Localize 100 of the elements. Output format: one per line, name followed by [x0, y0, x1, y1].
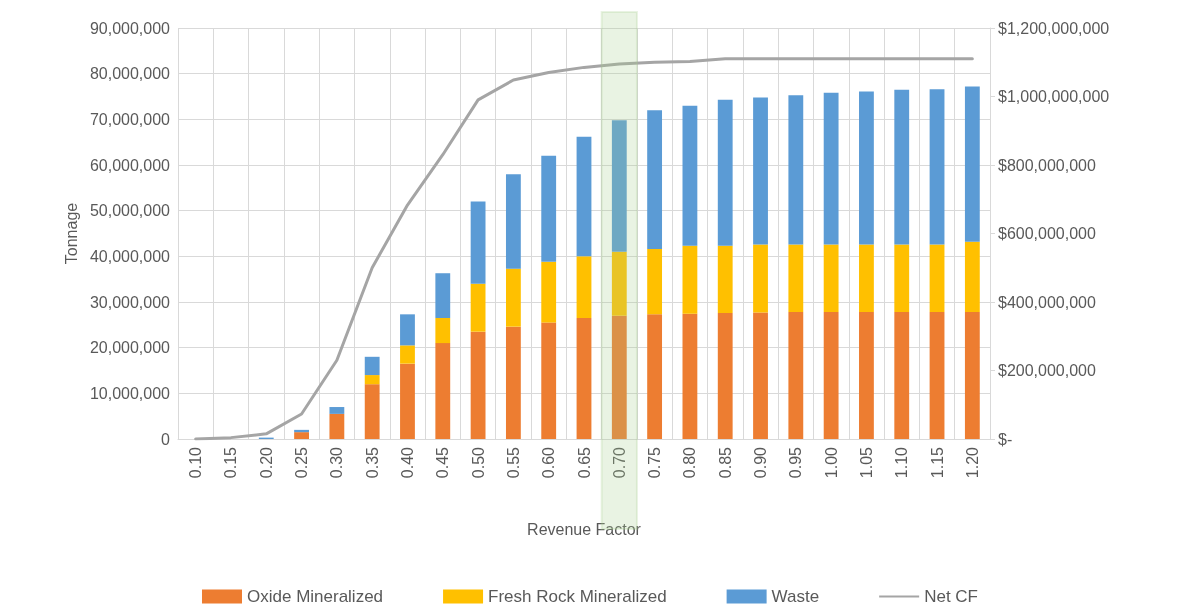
bar	[929, 89, 945, 245]
bar	[682, 313, 698, 439]
y-tick-label: 60,000,000	[89, 156, 171, 174]
y2-tick-label: $600,000,000	[998, 225, 1096, 242]
bar	[470, 331, 486, 439]
x-tick-label: 0.35	[363, 446, 381, 479]
line-series	[194, 57, 974, 441]
bar	[505, 268, 521, 327]
y2-tick-label: $1,200,000,000	[998, 19, 1110, 37]
bar	[435, 317, 451, 344]
bar	[823, 92, 839, 245]
bar	[647, 110, 663, 250]
bar	[894, 312, 910, 439]
x-axis-title: Revenue Factor	[527, 520, 642, 538]
bar	[611, 251, 627, 316]
bar	[329, 413, 345, 439]
x-tick-label: 0.60	[540, 446, 558, 479]
bar	[894, 244, 910, 313]
y-tick-label: 0	[161, 430, 171, 448]
bar	[435, 343, 451, 439]
bar	[435, 273, 451, 318]
bar	[964, 312, 980, 439]
x-tick-label: 0.85	[716, 446, 734, 479]
y-tick-label: 30,000,000	[89, 293, 171, 311]
bar	[823, 244, 839, 313]
y-tick-label: 70,000,000	[89, 110, 171, 128]
bar	[541, 261, 557, 323]
legend-label: Fresh Rock Mineralized	[488, 587, 667, 606]
bar	[576, 136, 592, 257]
y2-tick-label: $200,000,000	[998, 362, 1096, 379]
bar	[788, 244, 804, 313]
x-tick-label: 0.50	[469, 446, 487, 479]
bar	[541, 155, 557, 262]
y2-tick-label: $1,000,000,000	[998, 88, 1110, 105]
bar	[929, 312, 945, 439]
legend-label: Waste	[771, 587, 820, 606]
bar	[753, 97, 768, 245]
x-tick-label: 1.20	[963, 446, 981, 479]
y-axis-title: Tonnage	[62, 202, 80, 265]
bar	[859, 244, 874, 313]
bar	[717, 99, 733, 246]
bar	[717, 245, 733, 313]
bar	[576, 256, 592, 318]
x-tick-label: 0.25	[293, 446, 311, 479]
bar	[364, 384, 380, 439]
x-tick-label: 0.75	[646, 446, 664, 479]
y2-tick-label: $400,000,000	[998, 293, 1096, 311]
x-tick-label: 0.65	[575, 446, 593, 479]
bar	[823, 312, 839, 439]
bar	[400, 314, 415, 346]
bar	[753, 244, 768, 313]
bar	[682, 245, 698, 314]
bar	[964, 241, 980, 313]
bar	[717, 312, 733, 439]
x-tick-label: 0.70	[610, 446, 628, 479]
bar	[294, 432, 309, 439]
x-tick-label: 0.55	[504, 446, 522, 479]
y-tick-label: 20,000,000	[89, 339, 171, 357]
bar	[364, 356, 380, 376]
bar	[470, 283, 486, 332]
bar	[541, 322, 557, 439]
bar	[788, 95, 804, 245]
bar	[470, 201, 486, 284]
x-tick-label: 0.45	[434, 446, 452, 479]
x-tick-label: 0.20	[257, 446, 275, 479]
bar	[505, 326, 521, 439]
x-tick-label: 1.10	[893, 446, 911, 479]
bar	[753, 312, 768, 439]
x-tick-label: 1.15	[928, 446, 946, 479]
bar	[894, 89, 910, 245]
x-tick-label: 1.05	[857, 446, 875, 479]
legend-label: Oxide Mineralized	[247, 587, 384, 606]
bar	[788, 312, 804, 439]
bar	[647, 314, 663, 439]
bar	[964, 86, 980, 242]
bar	[682, 105, 698, 246]
x-tick-label: 0.30	[328, 446, 346, 479]
bar	[329, 407, 345, 414]
x-tick-label: 0.40	[398, 446, 416, 479]
legend-label: Net CF	[924, 587, 979, 606]
x-tick-label: 0.15	[222, 446, 240, 479]
bar	[929, 244, 945, 313]
y-tick-label: 80,000,000	[89, 65, 171, 83]
bar	[647, 249, 663, 315]
y-tick-label: 50,000,000	[89, 202, 171, 220]
bar	[611, 120, 627, 252]
bar	[859, 312, 874, 439]
bar	[505, 174, 521, 269]
x-tick-label: 0.90	[752, 446, 770, 479]
bar	[400, 345, 415, 364]
y-tick-label: 90,000,000	[89, 19, 171, 37]
bar	[400, 363, 415, 439]
y2-tick-label: $-	[998, 430, 1013, 448]
y2-tick-label: $800,000,000	[998, 156, 1096, 174]
y-tick-label: 10,000,000	[89, 384, 171, 402]
x-tick-label: 0.95	[787, 446, 805, 479]
x-tick-label: 1.00	[822, 446, 840, 479]
x-tick-label: 0.10	[187, 446, 205, 479]
bar	[364, 375, 380, 385]
bar	[576, 317, 592, 439]
